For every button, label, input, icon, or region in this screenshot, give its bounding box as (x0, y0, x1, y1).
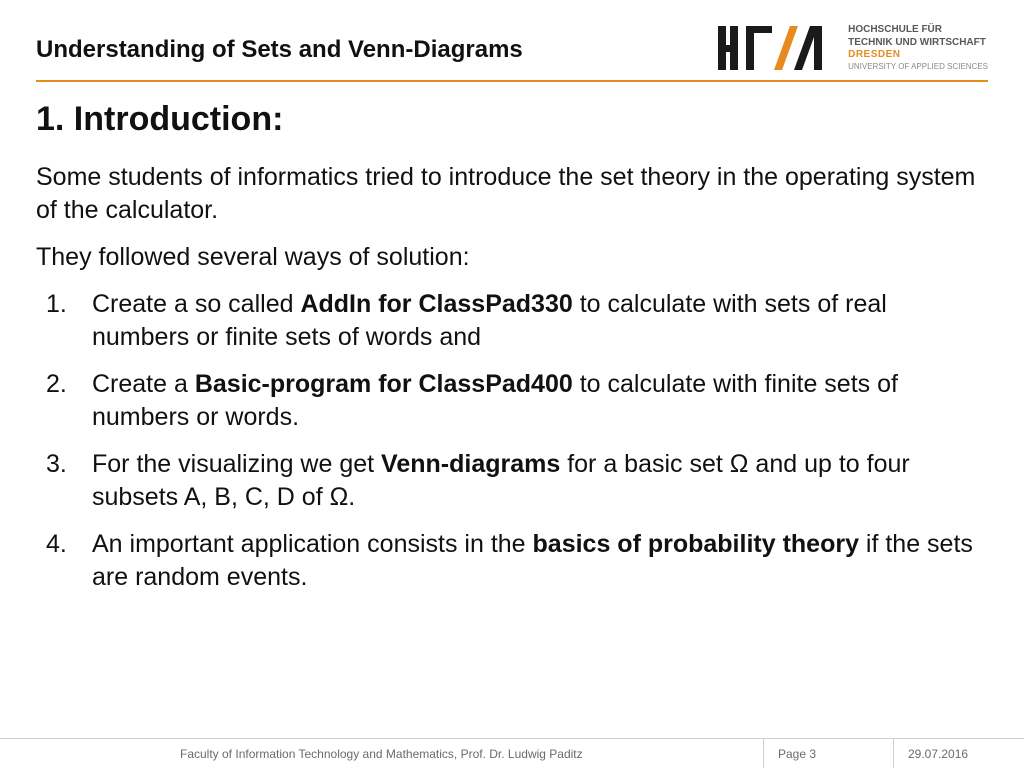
intro-para-2: They followed several ways of solution: (36, 241, 988, 274)
list-text-pre: Create a (92, 370, 195, 398)
list-item: For the visualizing we get Venn-diagrams… (36, 448, 988, 514)
htw-logo-icon (718, 24, 838, 74)
footer-page: Page 3 (764, 739, 894, 768)
list-text-bold: Venn-diagrams (381, 450, 560, 478)
university-logo: HOCHSCHULE FÜR TECHNIK UND WIRTSCHAFT DR… (718, 24, 988, 74)
list-text-bold: Basic-program for ClassPad400 (195, 370, 573, 398)
list-item: Create a so called AddIn for ClassPad330… (36, 288, 988, 354)
list-text-pre: Create a so called (92, 290, 300, 318)
list-text-bold: AddIn for ClassPad330 (300, 290, 572, 318)
header-title: Understanding of Sets and Venn-Diagrams (36, 24, 523, 64)
list-text-bold: basics of probability theory (533, 530, 859, 558)
footer-faculty: Faculty of Information Technology and Ma… (0, 739, 764, 768)
list-item: Create a Basic-program for ClassPad400 t… (36, 368, 988, 434)
logo-brand: DRESDEN (848, 49, 988, 62)
slide-header: Understanding of Sets and Venn-Diagrams … (0, 0, 1024, 74)
logo-line2: TECHNIK UND WIRTSCHAFT (848, 37, 988, 50)
list-text-pre: For the visualizing we get (92, 450, 381, 478)
logo-text: HOCHSCHULE FÜR TECHNIK UND WIRTSCHAFT DR… (848, 24, 988, 72)
intro-para-1: Some students of informatics tried to in… (36, 161, 988, 227)
list-text-pre: An important application consists in the (92, 530, 533, 558)
logo-sub: UNIVERSITY OF APPLIED SCIENCES (848, 62, 988, 72)
slide-content: 1. Introduction: Some students of inform… (0, 82, 1024, 594)
slide-footer: Faculty of Information Technology and Ma… (0, 738, 1024, 768)
section-title: 1. Introduction: (36, 100, 988, 139)
footer-date: 29.07.2016 (894, 739, 1024, 768)
list-item: An important application consists in the… (36, 528, 988, 594)
numbered-list: Create a so called AddIn for ClassPad330… (36, 288, 988, 594)
logo-line1: HOCHSCHULE FÜR (848, 24, 988, 37)
